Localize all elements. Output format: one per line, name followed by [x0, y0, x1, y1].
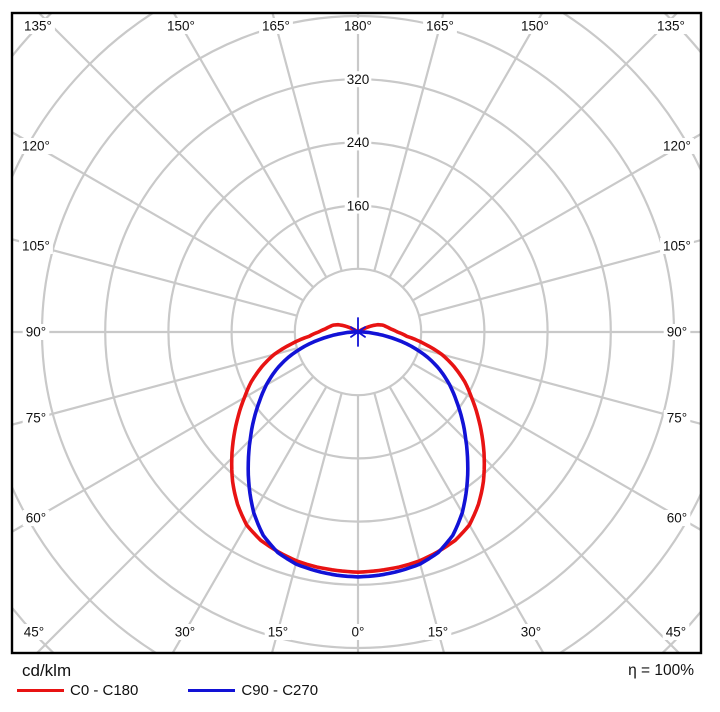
angle-label-bottom-bg — [264, 624, 292, 640]
efficiency-label: η = 100% — [628, 662, 694, 679]
legend-item-c90: C90 - C270 — [188, 682, 318, 699]
grid-spoke — [271, 392, 343, 652]
angle-label-top-bg — [21, 18, 55, 34]
angle-label-bottom-bg — [20, 624, 48, 640]
grid-spoke — [418, 347, 700, 425]
angle-label-right: 105° — [663, 239, 691, 254]
grid-spoke — [271, 14, 343, 272]
angle-label-left-bg — [19, 138, 53, 154]
angle-label-bottom: 0° — [352, 625, 365, 640]
grid-spoke — [173, 14, 328, 278]
legend: C0 - C180 C90 - C270 — [17, 682, 318, 699]
center-marker — [350, 317, 366, 347]
grid-spoke — [401, 375, 680, 652]
angle-label-top: 165° — [426, 19, 454, 34]
angle-label-right: 90° — [667, 325, 687, 340]
legend-item-c0: C0 - C180 — [17, 682, 138, 699]
angle-label-right-bg — [663, 510, 691, 526]
legend-label-c0: C0 - C180 — [70, 682, 139, 699]
angle-label-top-bg — [518, 18, 552, 34]
angle-label-bottom: 15° — [428, 625, 448, 640]
angle-label-left-bg — [22, 324, 50, 340]
angle-label-top: 165° — [262, 19, 290, 34]
angle-label-top-bg — [164, 18, 198, 34]
grid-spoke — [13, 131, 304, 302]
angle-label-right-bg — [660, 238, 694, 254]
angle-label-top: 150° — [167, 19, 195, 34]
grid-spoke — [388, 386, 545, 652]
ring-label-bg — [344, 197, 372, 214]
ring-label: 320 — [347, 72, 370, 87]
grid-spoke — [418, 239, 700, 317]
angle-label-top-bg — [259, 18, 293, 34]
angle-label-top: 135° — [24, 19, 52, 34]
angle-label-top-bg — [654, 18, 688, 34]
axis-labels: 160 240 320 135° 150° 165° 180° 165° 150° 135° 45°… — [19, 18, 694, 640]
angle-label-left: 120° — [22, 139, 50, 154]
angle-label-left: 75° — [26, 411, 46, 426]
angle-label-bottom-bg — [517, 624, 545, 640]
curve-C0-C180 — [229, 322, 487, 574]
angle-label-bottom: 30° — [175, 625, 195, 640]
ring-label-bg — [344, 71, 372, 88]
plot-frame — [10, 11, 703, 655]
grid-spoke — [38, 14, 315, 289]
angle-label-left: 105° — [22, 239, 50, 254]
grid-spoke — [373, 392, 445, 652]
angle-label-bottom: 15° — [268, 625, 288, 640]
grid-spoke — [13, 238, 298, 317]
angle-label-right-bg — [663, 324, 691, 340]
angle-label-top-bg — [423, 18, 457, 34]
angle-label-right: 120° — [663, 139, 691, 154]
grid-spoke — [373, 14, 445, 272]
angle-label-bottom: 45° — [666, 625, 686, 640]
legend-label-c90: C90 - C270 — [241, 682, 319, 699]
angle-label-left: 60° — [26, 511, 46, 526]
angle-label-bottom-bg — [171, 624, 199, 640]
c0-line-swatch — [17, 688, 64, 693]
angle-label-right-bg — [663, 410, 691, 426]
angle-label-right-bg — [660, 138, 694, 154]
ring-label-bg — [344, 134, 372, 151]
angle-label-right: 60° — [667, 511, 687, 526]
angle-label-left-bg — [19, 238, 53, 254]
grid-spoke — [13, 347, 298, 426]
grid-spoke — [171, 386, 328, 652]
grid-spoke — [401, 14, 678, 289]
curve-C90-C270 — [246, 330, 470, 579]
c90-line-swatch — [188, 688, 236, 693]
angle-label-left-bg — [22, 510, 50, 526]
angle-label-bottom: 30° — [521, 625, 541, 640]
angle-label-bottom-bg — [424, 624, 452, 640]
grid-spoke — [388, 14, 543, 278]
grid-spoke — [36, 375, 315, 652]
angle-label-right: 75° — [667, 411, 687, 426]
angle-label-bottom-bg — [662, 624, 690, 640]
units-label: cd/klm — [22, 661, 72, 680]
ring-label: 240 — [347, 135, 370, 150]
angle-label-bottom-bg — [348, 624, 368, 640]
angle-label-top: 150° — [521, 19, 549, 34]
ring-label: 160 — [347, 198, 370, 213]
angle-label-top: 180° — [344, 19, 372, 34]
angle-label-bottom: 45° — [24, 625, 44, 640]
angle-label-left: 90° — [26, 325, 46, 340]
angle-label-top: 135° — [657, 19, 685, 34]
grid-spoke — [412, 133, 700, 302]
angle-label-top-bg — [341, 18, 375, 34]
angle-label-left-bg — [22, 410, 50, 426]
